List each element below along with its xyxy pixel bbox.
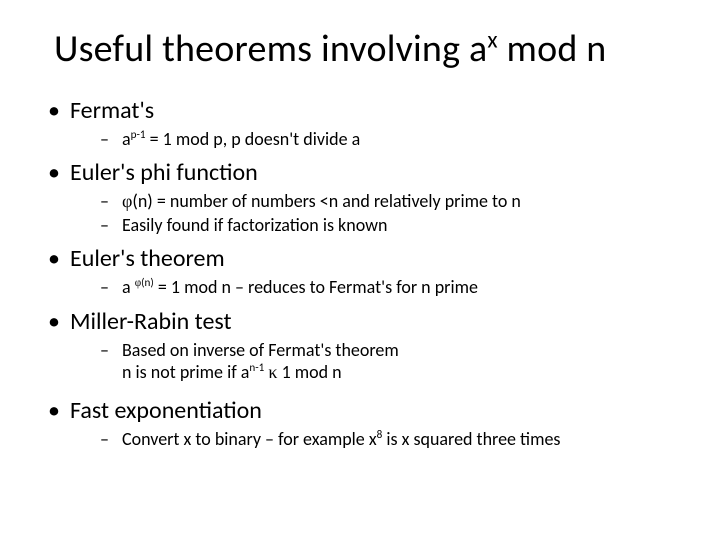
sub-pre: Convert x to binary – for example x bbox=[122, 428, 377, 450]
sub-line2-pre: n is not prime if a bbox=[122, 361, 249, 383]
sub-list: ap-1 = 1 mod p, p doesn't divide a bbox=[70, 128, 672, 151]
sup-post: (n) bbox=[141, 275, 154, 289]
bullet-label: Euler's phi function bbox=[70, 158, 258, 187]
sub-item: ap-1 = 1 mod p, p doesn't divide a bbox=[100, 128, 672, 151]
bullet-fermat: Fermat's ap-1 = 1 mod p, p doesn't divid… bbox=[48, 96, 672, 151]
sub-sup: n-1 bbox=[249, 360, 264, 374]
bullet-fast-exp: Fast exponentiation Convert x to binary … bbox=[48, 396, 672, 451]
sub-list: a φ(n) = 1 mod n – reduces to Fermat's f… bbox=[70, 276, 672, 299]
sub-text: Easily found if factorization is known bbox=[122, 214, 387, 236]
sub-post: = 1 mod p, p doesn't divide a bbox=[146, 128, 361, 150]
sub-post: is x squared three times bbox=[382, 428, 560, 450]
sub-sup: p-1 bbox=[131, 127, 146, 141]
bullet-euler-theorem: Euler's theorem a φ(n) = 1 mod n – reduc… bbox=[48, 244, 672, 299]
phi-symbol: φ bbox=[122, 191, 132, 211]
title-post: mod n bbox=[498, 26, 607, 72]
sub-item: a φ(n) = 1 mod n – reduces to Fermat's f… bbox=[100, 276, 672, 299]
bullet-label: Euler's theorem bbox=[70, 244, 225, 273]
sub-line1: Based on inverse of Fermat's theorem bbox=[122, 339, 399, 361]
bullet-label: Miller-Rabin test bbox=[70, 307, 232, 336]
sub-item: Easily found if factorization is known bbox=[100, 214, 672, 237]
sub-post: = 1 mod n – reduces to Fermat's for n pr… bbox=[154, 276, 478, 298]
sub-post: (n) = number of numbers <n and relativel… bbox=[132, 190, 520, 212]
bullet-label: Fermat's bbox=[70, 96, 154, 125]
bullet-label: Fast exponentiation bbox=[70, 396, 262, 425]
sub-item: φ(n) = number of numbers <n and relative… bbox=[100, 190, 672, 213]
sub-line2-post: 1 mod n bbox=[278, 361, 342, 383]
sub-list: φ(n) = number of numbers <n and relative… bbox=[70, 190, 672, 236]
slide-title: Useful theorems involving ax mod n bbox=[54, 28, 672, 72]
title-sup: x bbox=[487, 26, 497, 54]
bullet-miller-rabin: Miller-Rabin test Based on inverse of Fe… bbox=[48, 307, 672, 384]
sub-pre: a bbox=[122, 276, 135, 298]
bullet-euler-phi: Euler's phi function φ(n) = number of nu… bbox=[48, 158, 672, 236]
sub-pre: a bbox=[122, 128, 131, 150]
kappa-symbol: κ bbox=[268, 362, 277, 382]
bullet-list: Fermat's ap-1 = 1 mod p, p doesn't divid… bbox=[48, 96, 672, 451]
sub-sup: φ(n) bbox=[135, 275, 154, 289]
slide: Useful theorems involving ax mod n Ferma… bbox=[0, 0, 720, 540]
sub-list: Based on inverse of Fermat's theorem n i… bbox=[70, 339, 672, 384]
sub-list: Convert x to binary – for example x8 is … bbox=[70, 428, 672, 451]
sub-item: Based on inverse of Fermat's theorem n i… bbox=[100, 339, 672, 384]
title-pre: Useful theorems involving a bbox=[54, 26, 487, 72]
sub-item: Convert x to binary – for example x8 is … bbox=[100, 428, 672, 451]
